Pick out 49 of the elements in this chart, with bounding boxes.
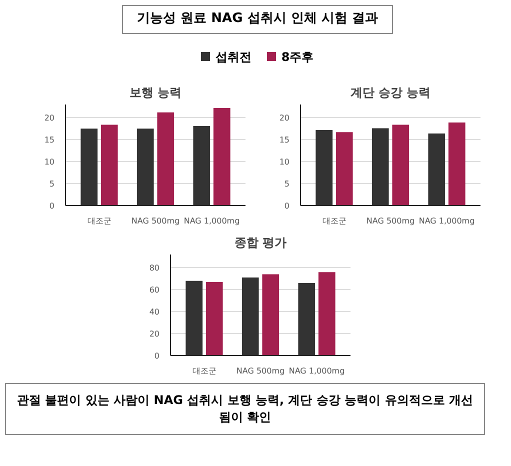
y-tick-label: 0 — [284, 202, 290, 210]
chart-title: 종합 평가 — [234, 236, 287, 250]
x-tick-label: NAG 1,000mg — [288, 366, 345, 376]
bar — [136, 128, 154, 206]
text: 기능성 원료 NAG 섭취시 인체 시험 결과 — [122, 5, 393, 34]
x-tick-label: NAG 1,000mg — [184, 216, 240, 226]
chart-title: 계단 승강 능력 — [350, 86, 431, 100]
bar — [186, 280, 203, 356]
bar — [336, 132, 353, 206]
x-tick-label: NAG 1,000mg — [418, 216, 475, 226]
x-tick-label: 대조군 — [322, 216, 346, 226]
bar — [206, 282, 223, 356]
y-tick-label: 5 — [284, 180, 290, 189]
x-tick-label: NAG 500mg — [236, 366, 285, 376]
y-tick-label: 40 — [149, 308, 160, 317]
y-tick-label: 20 — [44, 114, 55, 123]
y-tick-label: 5 — [49, 180, 55, 189]
y-tick-label: 20 — [279, 114, 290, 123]
y-tick-label: 20 — [149, 330, 160, 339]
y-tick-label: 80 — [149, 264, 160, 273]
bar — [262, 274, 280, 356]
y-tick-label: 60 — [149, 286, 160, 295]
bar — [100, 124, 118, 206]
x-tick-label: 대조군 — [192, 366, 216, 376]
y-tick-label: 10 — [44, 158, 55, 167]
bar — [157, 112, 174, 206]
legend-label: 8주후 — [280, 50, 314, 64]
legend-label: 섭취전 — [214, 50, 252, 64]
bar — [242, 278, 259, 356]
y-tick-label: 15 — [279, 136, 290, 145]
bar — [316, 130, 333, 206]
bar — [318, 272, 336, 356]
bar — [193, 126, 210, 206]
y-tick-label: 15 — [44, 136, 55, 145]
chart-title: 보행 능력 — [129, 86, 182, 100]
x-tick-label: NAG 500mg — [131, 216, 180, 226]
bar — [213, 108, 230, 206]
text: 관절 불편이 있는 사람이 NAG 섭취시 보행 능력, 계단 승강 능력이 유의적으로 개선됨이 확인 — [5, 383, 485, 436]
x-tick-label: NAG 500mg — [366, 216, 415, 226]
bar — [298, 283, 316, 356]
y-tick-label: 0 — [49, 202, 55, 210]
bar — [392, 124, 410, 206]
y-tick-label: 0 — [154, 352, 160, 360]
bar — [372, 128, 389, 206]
x-tick-label: 대조군 — [87, 216, 112, 226]
bar — [80, 128, 98, 206]
bar — [448, 122, 466, 206]
y-tick-label: 10 — [279, 158, 290, 167]
bar — [428, 133, 446, 206]
